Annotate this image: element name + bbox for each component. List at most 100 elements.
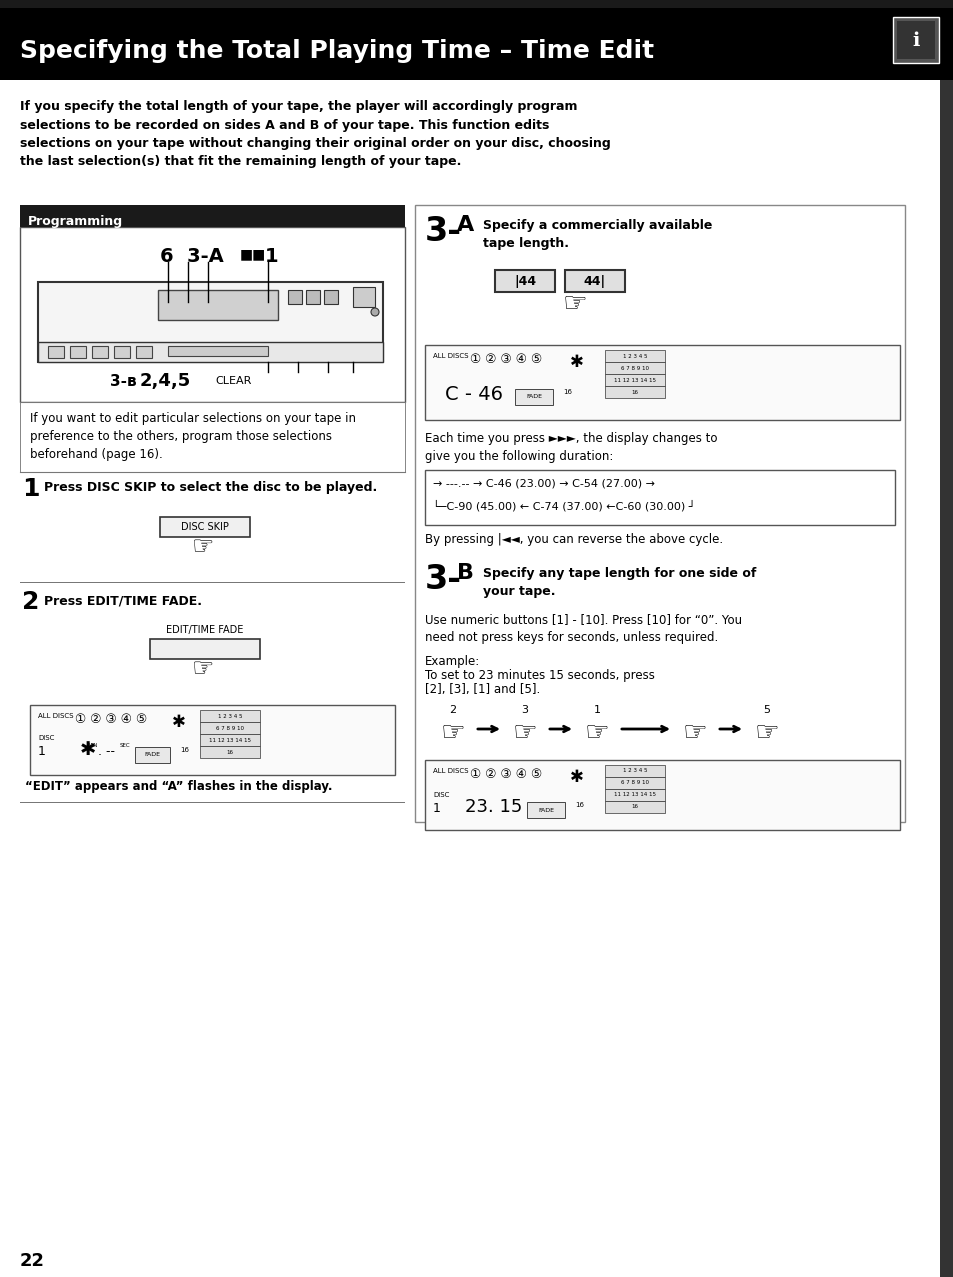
Text: Specify any tape length for one side of
your tape.: Specify any tape length for one side of … <box>482 567 756 598</box>
Bar <box>38 282 382 361</box>
Text: 1 2 3 4 5: 1 2 3 4 5 <box>622 354 646 359</box>
Text: FADE: FADE <box>144 752 160 757</box>
Text: ■■: ■■ <box>240 246 266 261</box>
Text: ☞: ☞ <box>681 719 707 747</box>
Bar <box>20 402 405 472</box>
Bar <box>604 350 664 361</box>
Text: |44: |44 <box>514 275 536 287</box>
Text: ALL DISCS: ALL DISCS <box>38 713 73 719</box>
Text: 2: 2 <box>449 705 456 715</box>
Text: 3-: 3- <box>424 215 461 248</box>
Text: ☞: ☞ <box>192 656 214 681</box>
Text: DISC: DISC <box>433 792 449 798</box>
Text: EDIT/TIME FADE: EDIT/TIME FADE <box>166 624 243 635</box>
Bar <box>38 342 382 361</box>
Bar <box>168 346 268 356</box>
Bar <box>0 0 953 8</box>
Bar <box>158 290 277 321</box>
Text: ☞: ☞ <box>512 719 537 747</box>
Text: ☞: ☞ <box>440 719 465 747</box>
Text: Press EDIT/TIME FADE.: Press EDIT/TIME FADE. <box>44 594 202 607</box>
Bar <box>896 20 934 59</box>
Bar <box>604 765 664 776</box>
Text: ℹ: ℹ <box>911 31 919 50</box>
Text: . --: . -- <box>98 744 115 759</box>
Text: A: A <box>456 215 474 235</box>
Text: 1: 1 <box>22 478 39 501</box>
Text: → ---.-- → C-46 (23.00) → C-54 (27.00) →: → ---.-- → C-46 (23.00) → C-54 (27.00) → <box>433 478 655 488</box>
Bar <box>113 346 130 358</box>
Text: Press DISC SKIP to select the disc to be played.: Press DISC SKIP to select the disc to be… <box>44 481 376 494</box>
Bar <box>515 389 553 405</box>
Text: 16: 16 <box>180 747 189 753</box>
Bar <box>424 345 899 420</box>
Text: To set to 23 minutes 15 seconds, press: To set to 23 minutes 15 seconds, press <box>424 669 654 682</box>
Text: 1 2 3 4 5: 1 2 3 4 5 <box>622 769 646 774</box>
Text: ALL DISCS: ALL DISCS <box>433 352 468 359</box>
Text: 6  3-A: 6 3-A <box>160 246 224 266</box>
Text: Specify a commercially available
tape length.: Specify a commercially available tape le… <box>482 218 712 250</box>
Bar <box>200 722 260 734</box>
Bar <box>424 760 899 830</box>
Text: 1: 1 <box>593 705 599 715</box>
Bar <box>604 801 664 813</box>
Bar <box>288 290 302 304</box>
Text: FADE: FADE <box>525 395 541 400</box>
Text: “EDIT” appears and “A” flashes in the display.: “EDIT” appears and “A” flashes in the di… <box>25 780 333 793</box>
Text: ✱: ✱ <box>80 739 96 759</box>
Bar <box>160 517 250 538</box>
Circle shape <box>371 308 378 315</box>
Text: 3-ʙ: 3-ʙ <box>110 374 136 389</box>
Text: 1 2 3 4 5: 1 2 3 4 5 <box>217 714 242 719</box>
Bar <box>135 747 170 762</box>
Text: └─C-90 (45.00) ← C-74 (37.00) ←C-60 (30.00) ┘: └─C-90 (45.00) ← C-74 (37.00) ←C-60 (30.… <box>433 501 695 512</box>
Text: Use numeric buttons [1] - [10]. Press [10] for “0”. You
need not press keys for : Use numeric buttons [1] - [10]. Press [1… <box>424 613 741 644</box>
Bar <box>604 789 664 801</box>
Bar <box>495 269 555 292</box>
Text: ① ② ③ ④ ⑤: ① ② ③ ④ ⑤ <box>470 352 541 366</box>
Text: C - 46: C - 46 <box>444 384 502 404</box>
Text: 11 12 13 14 15: 11 12 13 14 15 <box>209 738 251 742</box>
Text: 6 7 8 9 10: 6 7 8 9 10 <box>215 725 244 730</box>
Bar <box>91 346 108 358</box>
Bar <box>20 206 405 227</box>
Bar <box>939 0 953 1277</box>
Bar <box>892 17 938 63</box>
Text: 16: 16 <box>226 750 233 755</box>
Text: ✱: ✱ <box>172 713 186 730</box>
Text: Programming: Programming <box>28 215 123 227</box>
Bar <box>150 638 260 659</box>
Bar <box>604 374 664 386</box>
Bar <box>415 206 904 822</box>
Bar <box>564 269 624 292</box>
Text: [2], [3], [1] and [5].: [2], [3], [1] and [5]. <box>424 683 539 696</box>
Text: 5: 5 <box>762 705 770 715</box>
Text: ☞: ☞ <box>754 719 779 747</box>
Text: ☞: ☞ <box>562 290 587 318</box>
Text: Example:: Example: <box>424 655 479 668</box>
Text: 6 7 8 9 10: 6 7 8 9 10 <box>620 780 648 785</box>
Text: 11 12 13 14 15: 11 12 13 14 15 <box>614 793 656 798</box>
Text: 11 12 13 14 15: 11 12 13 14 15 <box>614 378 656 383</box>
Text: ☞: ☞ <box>584 719 609 747</box>
Text: 1: 1 <box>265 246 278 266</box>
Text: ① ② ③ ④ ⑤: ① ② ③ ④ ⑤ <box>75 713 147 727</box>
Text: B: B <box>456 563 474 584</box>
Bar <box>30 705 395 775</box>
Text: 2,4,5: 2,4,5 <box>140 372 191 389</box>
Bar <box>424 470 894 525</box>
Text: MIN: MIN <box>88 743 98 748</box>
Text: 1: 1 <box>433 802 440 815</box>
Bar <box>200 746 260 759</box>
Bar <box>353 287 375 306</box>
Text: DISC SKIP: DISC SKIP <box>181 522 229 533</box>
Bar <box>324 290 337 304</box>
Bar <box>604 776 664 789</box>
Text: 23. 15: 23. 15 <box>464 798 522 816</box>
Bar <box>604 386 664 398</box>
Bar <box>200 734 260 746</box>
Text: CLEAR: CLEAR <box>214 375 251 386</box>
Text: 16: 16 <box>631 805 638 810</box>
Bar <box>526 802 564 819</box>
Text: 16: 16 <box>562 389 572 395</box>
